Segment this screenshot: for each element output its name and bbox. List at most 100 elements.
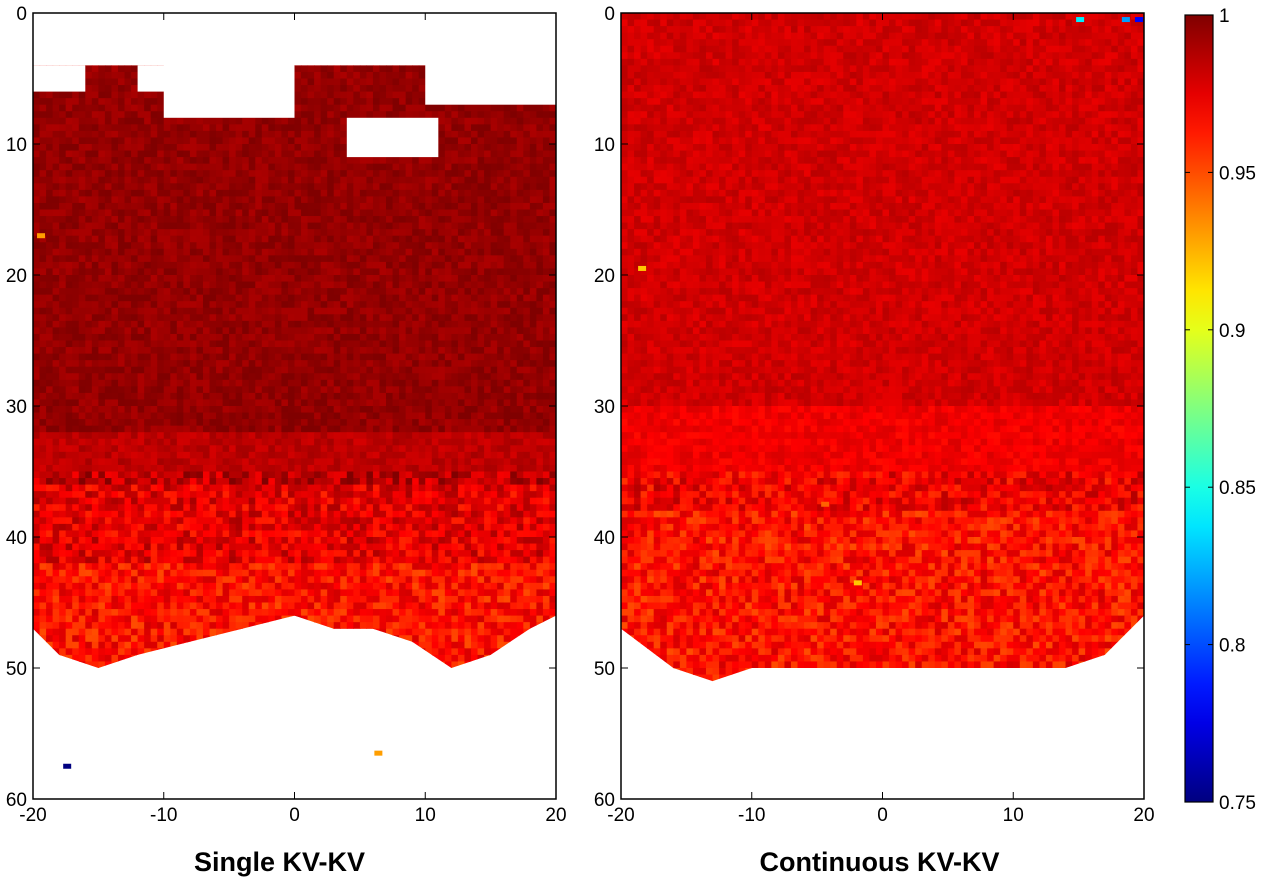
heatmap-cell [98, 222, 106, 230]
heatmap-cell [65, 294, 73, 302]
heatmap-cell [457, 229, 466, 237]
heatmap-cell [477, 261, 485, 270]
heatmap-cell [523, 307, 531, 315]
heatmap-cell [366, 333, 374, 342]
heatmap-cell [471, 386, 479, 394]
heatmap-cell [65, 163, 73, 171]
heatmap-cell [33, 91, 41, 99]
heatmap-cell [229, 347, 237, 355]
heatmap-cell [33, 189, 41, 197]
heatmap-cell [372, 288, 381, 296]
heatmap-cell [484, 412, 492, 420]
heatmap-cell [457, 163, 466, 171]
heatmap-cell [307, 163, 315, 171]
heatmap-cell [516, 392, 524, 401]
heatmap-cell [307, 235, 315, 243]
heatmap-cell [314, 360, 322, 368]
heatmap-cell [327, 314, 335, 322]
heatmap-cell [346, 91, 354, 99]
heatmap-cell [157, 98, 165, 106]
heatmap-cell [196, 255, 204, 263]
heatmap-cell [490, 209, 498, 217]
heatmap-cell [111, 333, 119, 342]
heatmap-cell [124, 216, 132, 224]
heatmap-cell [137, 275, 145, 283]
heatmap-cell [497, 333, 505, 342]
heatmap-cell [412, 242, 420, 250]
heatmap-cell [72, 327, 80, 335]
heatmap-cell [150, 124, 158, 132]
heatmap-cell [372, 314, 381, 322]
heatmap-cell [490, 216, 498, 224]
heatmap-cell [202, 301, 211, 309]
heatmap-cell [65, 137, 73, 145]
heatmap-cell [261, 209, 269, 217]
heatmap-cell [294, 255, 302, 263]
heatmap-cell [91, 222, 99, 230]
heatmap-cell [379, 229, 387, 237]
heatmap-cell [144, 353, 152, 361]
heatmap-cell [104, 288, 113, 296]
heatmap-cell [497, 150, 505, 158]
heatmap-cell [281, 281, 289, 289]
heatmap-cell [229, 235, 237, 243]
heatmap-cell [59, 176, 67, 184]
heatmap-cell [542, 373, 551, 381]
heatmap-cell [33, 163, 41, 171]
heatmap-cell [471, 366, 479, 374]
heatmap-cell [320, 281, 328, 289]
heatmap-cell [457, 111, 466, 119]
heatmap-cell [46, 406, 54, 414]
heatmap-cell [163, 340, 171, 348]
heatmap-cell [274, 235, 283, 243]
heatmap-cell [444, 255, 452, 263]
heatmap-cell [242, 202, 250, 211]
heatmap-cell [327, 347, 335, 355]
heatmap-cell [216, 137, 224, 145]
heatmap-cell [39, 98, 47, 106]
heatmap-cell [340, 294, 348, 302]
heatmap-cell [301, 176, 309, 184]
heatmap-cell [431, 281, 439, 289]
heatmap-cell [457, 301, 466, 309]
heatmap-cell [359, 353, 368, 361]
heatmap-cell [294, 104, 302, 112]
heatmap-cell [39, 189, 47, 197]
heatmap-cell [529, 157, 537, 165]
heatmap-cell [72, 340, 80, 348]
heatmap-cell [346, 71, 354, 80]
heatmap-cell [202, 360, 211, 368]
heatmap-cell [471, 307, 479, 315]
heatmap-cell [438, 235, 446, 243]
heatmap-cell [464, 117, 472, 125]
heatmap-cell [301, 379, 309, 387]
heatmap-cell [386, 373, 394, 381]
heatmap-cell [542, 275, 551, 283]
heatmap-cell [137, 294, 145, 302]
heatmap-cell [451, 392, 459, 401]
heatmap-cell [33, 281, 41, 289]
heatmap-cell [78, 301, 86, 309]
heatmap-cell [549, 261, 556, 270]
heatmap-cell [268, 196, 276, 204]
heatmap-cell [431, 399, 439, 407]
heatmap-cell [405, 216, 413, 224]
heatmap-cell [425, 333, 433, 342]
heatmap-cell [327, 386, 335, 394]
heatmap-cell [229, 320, 237, 328]
heatmap-cell [320, 117, 328, 125]
heatmap-cell [294, 85, 302, 93]
heatmap-cell [98, 130, 106, 139]
heatmap-cell [529, 130, 537, 139]
heatmap-cell [157, 294, 165, 302]
heatmap-cell [542, 386, 551, 394]
heatmap-cell [229, 327, 237, 335]
heatmap-cell [301, 261, 309, 270]
heatmap-cell [144, 189, 152, 197]
heatmap-cell [163, 176, 171, 184]
heatmap-cell [418, 360, 426, 368]
heatmap-cell [209, 150, 217, 158]
heatmap-cell [163, 137, 171, 145]
heatmap-cell [78, 98, 86, 106]
